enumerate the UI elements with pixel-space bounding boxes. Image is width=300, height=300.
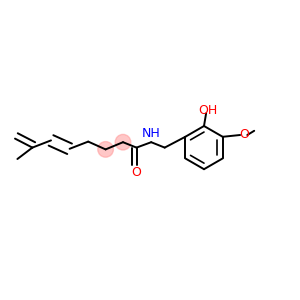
- Text: OH: OH: [198, 104, 217, 117]
- Circle shape: [115, 134, 131, 150]
- Text: O: O: [239, 128, 249, 142]
- Text: NH: NH: [142, 128, 160, 140]
- Text: O: O: [132, 166, 141, 179]
- Circle shape: [98, 142, 113, 157]
